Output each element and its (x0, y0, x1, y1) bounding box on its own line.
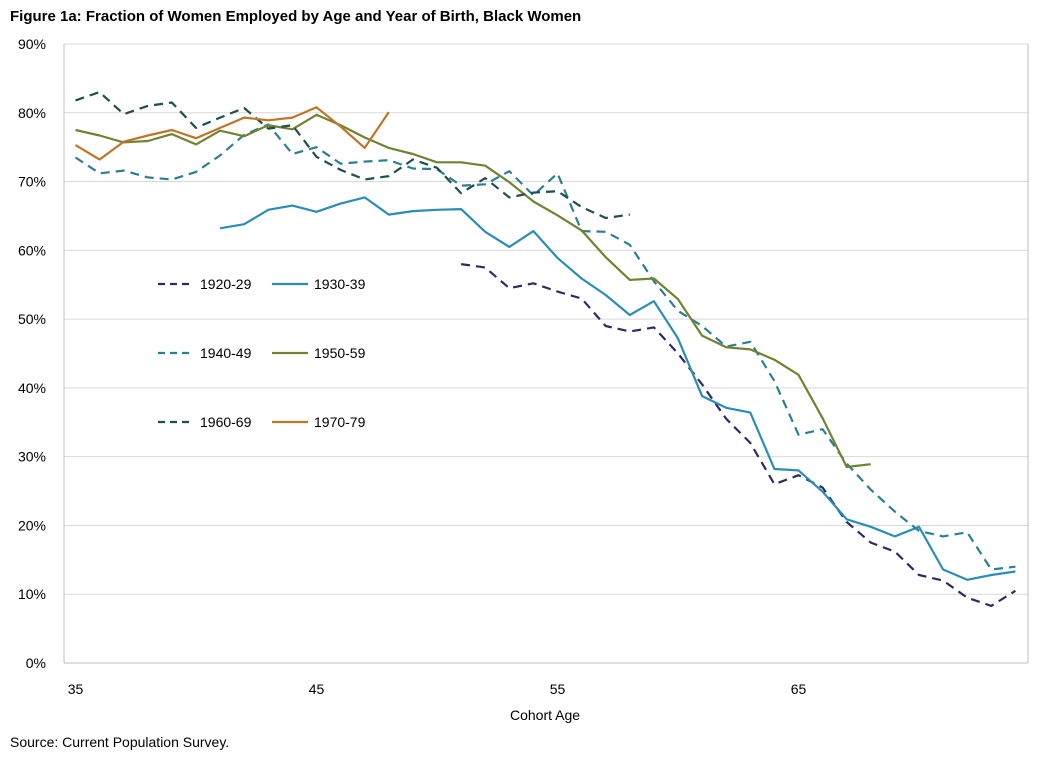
x-tick-label: 35 (68, 681, 84, 697)
y-tick-label: 70% (18, 174, 46, 190)
x-tick-label: 45 (309, 681, 325, 697)
legend-label-1940-49: 1940-49 (200, 345, 252, 361)
y-tick-label: 40% (18, 380, 46, 396)
series-lines (74, 90, 1016, 608)
y-tick-label: 0% (26, 655, 46, 671)
gridlines (64, 43, 1028, 595)
series-line-1920-29 (460, 263, 1016, 608)
x-tick-label: 55 (550, 681, 566, 697)
y-tick-label: 80% (18, 105, 46, 121)
legend-label-1950-59: 1950-59 (314, 345, 366, 361)
y-tick-label: 90% (18, 36, 46, 52)
series-line-1970-79 (74, 106, 390, 161)
x-tick-label: 65 (791, 681, 807, 697)
y-tick-label: 20% (18, 517, 46, 533)
x-tick-labels: 35 45 55 65 (68, 681, 807, 697)
x-axis-label: Cohort Age (510, 707, 580, 723)
series-line-1940-49 (74, 123, 1016, 571)
legend-label-1930-39: 1930-39 (314, 276, 366, 292)
y-tick-label: 30% (18, 449, 46, 465)
y-tick-labels: 0% 10% 20% 30% 40% 50% 60% 70% 80% 90% (18, 36, 46, 671)
axes (63, 44, 1029, 664)
series-line-1930-39 (219, 196, 1016, 581)
legend-label-1970-79: 1970-79 (314, 414, 366, 430)
legend: 1920-29 1930-39 1940-49 1950-59 1960-69 1970-… (158, 276, 366, 430)
legend-label-1920-29: 1920-29 (200, 276, 252, 292)
legend-label-1960-69: 1960-69 (200, 414, 252, 430)
chart-title: Figure 1a: Fraction of Women Employed by… (10, 8, 582, 25)
source-note: Source: Current Population Survey. (10, 734, 230, 750)
series-line-1960-69 (75, 90, 630, 220)
series-line-1950-59 (75, 113, 871, 469)
y-tick-label: 50% (18, 311, 46, 327)
y-tick-label: 60% (18, 242, 46, 258)
y-tick-label: 10% (18, 586, 46, 602)
